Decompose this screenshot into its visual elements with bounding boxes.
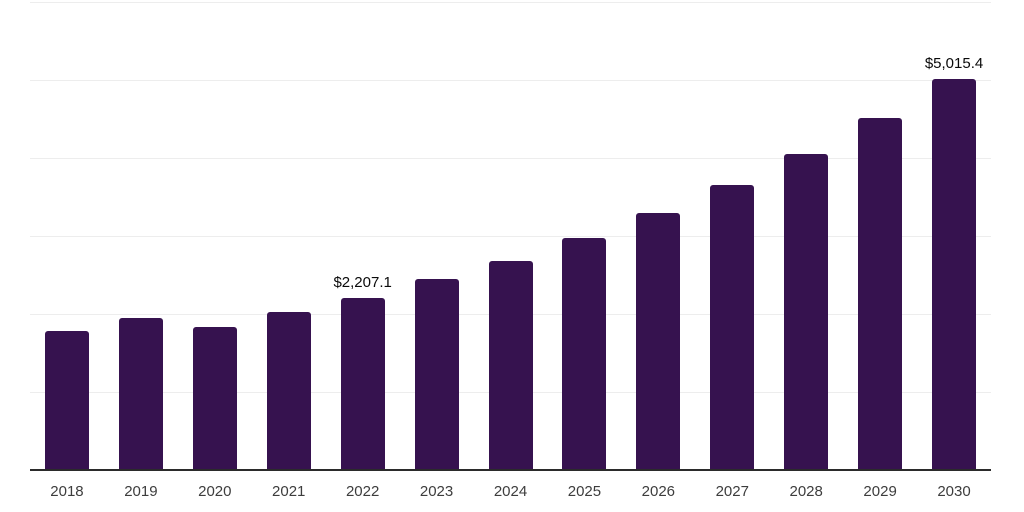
x-tick-label-2024: 2024 bbox=[493, 483, 528, 500]
bar-2027 bbox=[710, 184, 755, 470]
bar-2028 bbox=[784, 154, 829, 470]
x-tick-label-2025: 2025 bbox=[567, 483, 602, 500]
gridline-6000 bbox=[30, 2, 991, 3]
bar-2020 bbox=[192, 326, 237, 470]
x-tick-label-2030: 2030 bbox=[937, 483, 971, 500]
bar-2021 bbox=[266, 312, 311, 470]
bar-2026 bbox=[636, 212, 681, 470]
gridline-3000 bbox=[30, 236, 991, 237]
x-axis-line bbox=[30, 469, 991, 471]
x-tick-label-2028: 2028 bbox=[789, 483, 823, 500]
x-tick-label-2018: 2018 bbox=[50, 483, 84, 500]
bar-2029 bbox=[858, 118, 903, 470]
bar-2018 bbox=[44, 331, 89, 470]
x-tick-label-2023: 2023 bbox=[419, 483, 454, 500]
bar-2030 bbox=[932, 78, 977, 470]
bar-value-label-2022: $2,207.1 bbox=[333, 273, 392, 291]
bar-value-label-2030: $5,015.4 bbox=[924, 54, 984, 72]
gridline-4000 bbox=[30, 158, 991, 159]
x-tick-label-2021: 2021 bbox=[272, 483, 306, 500]
bar-2025 bbox=[562, 237, 607, 470]
bar-2024 bbox=[488, 260, 533, 470]
x-tick-label-2019: 2019 bbox=[124, 483, 158, 500]
x-tick-label-2029: 2029 bbox=[863, 483, 897, 500]
x-tick-label-2022: 2022 bbox=[345, 483, 380, 500]
x-tick-label-2027: 2027 bbox=[715, 483, 749, 500]
gridline-5000 bbox=[30, 80, 991, 81]
x-tick-label-2020: 2020 bbox=[198, 483, 232, 500]
bar-2023 bbox=[414, 278, 459, 470]
bar-2019 bbox=[118, 317, 163, 470]
bar-2022 bbox=[340, 297, 385, 470]
x-tick-label-2026: 2026 bbox=[641, 483, 676, 500]
